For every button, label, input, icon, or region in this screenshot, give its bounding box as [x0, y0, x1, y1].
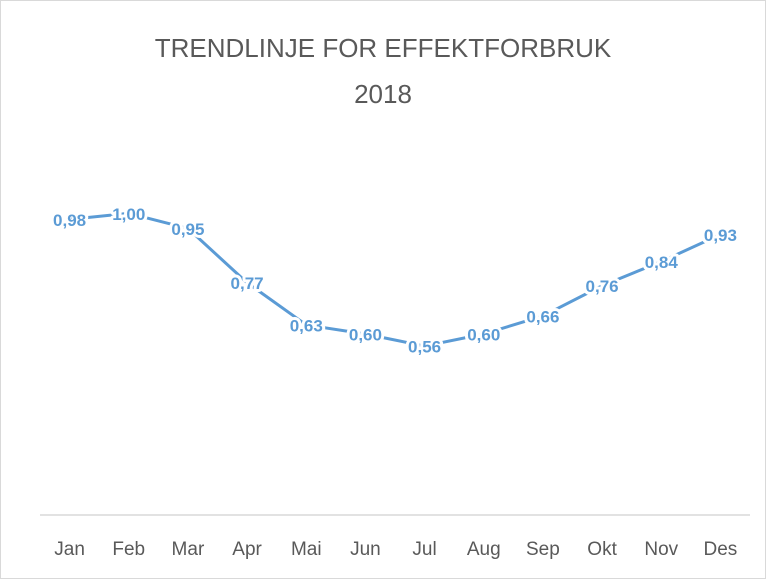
- x-tick-label: Jan: [54, 539, 85, 560]
- data-label: 0,76: [586, 277, 619, 296]
- x-tick-label: Mai: [291, 539, 322, 560]
- x-tick-label: Sep: [526, 539, 560, 560]
- data-label: 1,00: [112, 205, 145, 224]
- line: [68, 211, 722, 348]
- x-tick-label: Apr: [232, 539, 262, 560]
- x-tick-label: Aug: [467, 539, 501, 560]
- data-label: 0,95: [171, 220, 204, 239]
- data-label: 0,60: [349, 325, 382, 344]
- data-label: 0,66: [526, 307, 559, 326]
- data-label: 0,77: [231, 274, 264, 293]
- data-label: 0,56: [408, 338, 441, 357]
- data-label: 0,84: [645, 253, 679, 272]
- x-tick-label: Nov: [644, 539, 678, 560]
- x-tick-label: Jul: [412, 539, 436, 560]
- chart-subtitle: 2018: [354, 79, 412, 109]
- data-label: 0,60: [467, 325, 500, 344]
- x-tick-label: Mar: [172, 539, 205, 560]
- data-label: 0,98: [53, 211, 86, 230]
- x-tick-label: Jun: [350, 539, 381, 560]
- data-label: 0,93: [704, 226, 737, 245]
- x-tick-label: Okt: [587, 539, 617, 560]
- x-tick-label: Feb: [112, 539, 145, 560]
- x-tick-label: Des: [704, 539, 738, 560]
- data-label: 0,63: [290, 316, 323, 335]
- chart-title: TRENDLINJE FOR EFFEKTFORBRUK: [155, 33, 612, 63]
